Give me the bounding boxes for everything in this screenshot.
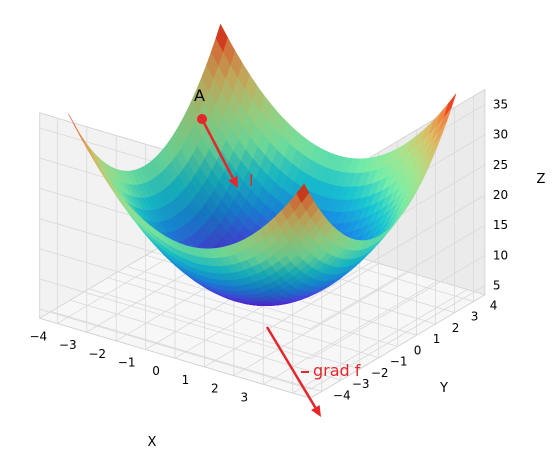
side-grid-z [310,224,486,330]
z-tick-label: 30 [493,128,508,142]
y-tick-label: 1 [433,332,441,346]
point-a-marker [197,114,207,124]
annotations: A l grad f [194,86,361,417]
x-tick-label: 0 [152,364,160,378]
y-tick-label: −4 [333,388,351,402]
grad-f-arrow [265,326,321,417]
z-tick-label: 35 [493,97,508,111]
z-tick-label: 20 [493,188,508,202]
back-grid-z [39,308,311,390]
y-tick-label: −1 [390,355,408,369]
y-axis-label: Y [439,381,448,396]
grad-f-arrow-shaft [265,326,317,409]
surface-patch [296,183,310,203]
side-grid-z [310,255,486,360]
y-tick-label: 0 [414,343,422,357]
x-tick-label: 3 [240,390,248,404]
back-grid-z [39,248,311,330]
point-a-label: A [194,86,205,105]
x-tick-label: −2 [88,347,106,361]
side-grid-z [310,285,486,390]
direction-l-arrow [200,118,238,188]
x-tick-label: 2 [211,382,219,396]
y-tick-label: 2 [452,321,460,335]
z-tick-label: 25 [493,158,508,172]
z-tick-label: 10 [493,248,508,262]
surface-mesh [68,24,457,307]
x-axis-label: X [148,435,157,450]
y-tick-label: 3 [471,310,479,324]
floor-grid-y [126,266,398,347]
grad-f-label: grad f [313,361,361,380]
x-tick-label: 1 [182,373,190,387]
axes-grid [39,96,486,394]
direction-l-arrow-head [228,175,238,188]
z-tick-label: 5 [493,279,501,293]
back-grid-z [39,278,311,360]
y-tick-label: −3 [352,377,370,391]
x-tick-label: −3 [59,338,77,352]
x-tick-label: −1 [118,356,136,370]
y-tick-label: −2 [371,366,389,380]
x-tick-label: −4 [30,329,48,343]
direction-l-label: l [249,171,253,190]
floor-grid-x [292,289,468,394]
z-tick-label: 15 [493,218,508,232]
direction-l-arrow-shaft [200,118,235,179]
y-tick-label: 4 [490,298,498,312]
side-grid-z [310,194,486,299]
grad-f-arrow-head [311,405,321,417]
z-axis-label: Z [537,172,546,187]
